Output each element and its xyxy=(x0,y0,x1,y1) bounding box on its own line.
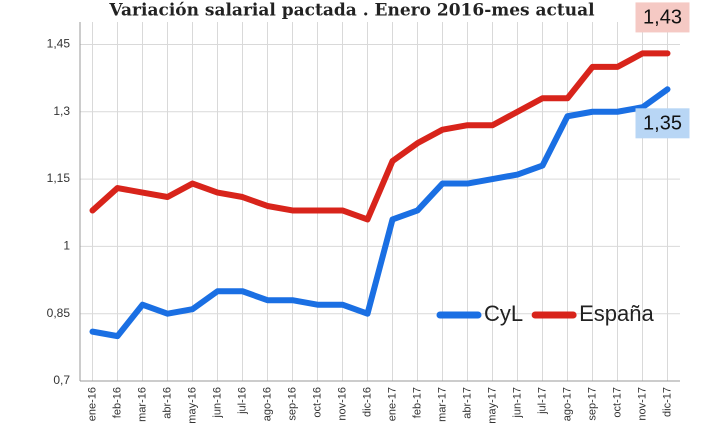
line-series xyxy=(89,50,671,223)
y-tick-label: 0,7 xyxy=(53,373,70,387)
x-tick-label: jun-17 xyxy=(511,387,523,419)
x-tick-label: abr-16 xyxy=(161,387,173,419)
x-tick-label: may-17 xyxy=(486,387,498,424)
x-tick-label: mar-17 xyxy=(436,387,448,422)
x-tick-label: ago-17 xyxy=(561,387,573,421)
x-tick-label: dic-17 xyxy=(661,387,673,417)
line-series xyxy=(89,86,671,340)
x-tick-label: nov-17 xyxy=(636,387,648,421)
x-tick-label: jun-16 xyxy=(211,387,223,419)
legend-label: CyL xyxy=(484,301,523,326)
x-tick-label: jul-16 xyxy=(236,387,248,415)
legend-label: España xyxy=(579,301,654,326)
x-tick-label: dic-16 xyxy=(361,387,373,417)
x-tick-label: nov-16 xyxy=(336,387,348,421)
x-tick-label: may-16 xyxy=(186,387,198,424)
y-tick-label: 1,45 xyxy=(47,37,71,51)
y-tick-label: 1,3 xyxy=(53,104,70,118)
y-tick-label: 1,15 xyxy=(47,171,71,185)
y-tick-label: 1 xyxy=(63,239,70,253)
x-tick-label: ago-16 xyxy=(261,387,273,421)
x-tick-label: jul-17 xyxy=(536,387,548,415)
x-tick-label: feb-17 xyxy=(411,387,423,418)
x-tick-label: ene-16 xyxy=(86,387,98,421)
x-tick-label: sep-16 xyxy=(286,387,298,421)
value-label: 1,43 xyxy=(643,7,682,29)
x-tick-label: mar-16 xyxy=(136,387,148,422)
y-tick-label: 0,85 xyxy=(47,306,71,320)
x-tick-label: feb-16 xyxy=(111,387,123,418)
x-tick-label: sep-17 xyxy=(586,387,598,421)
value-label-box xyxy=(635,108,690,139)
x-tick-label: oct-17 xyxy=(611,387,623,418)
value-label: 1,35 xyxy=(643,113,682,135)
x-tick-label: abr-17 xyxy=(461,387,473,419)
chart-title: Variación salarial pactada . Enero 2016-… xyxy=(108,1,595,21)
x-tick-label: oct-16 xyxy=(311,387,323,418)
value-label-box xyxy=(635,2,690,33)
x-tick-label: ene-17 xyxy=(386,387,398,421)
